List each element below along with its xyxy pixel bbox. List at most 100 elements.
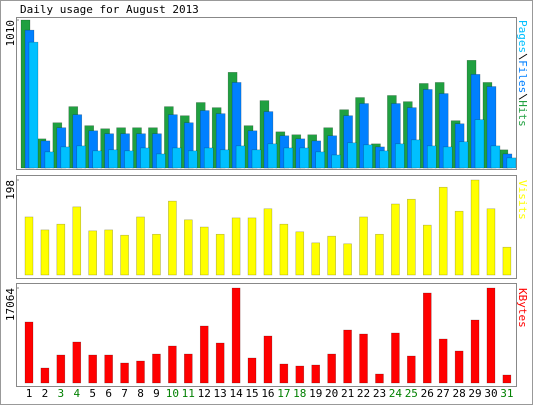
bar [199, 325, 209, 384]
x-tick-label: 10 [166, 387, 179, 400]
x-tick-label: 24 [389, 387, 403, 400]
bar [470, 319, 480, 384]
x-tick-label: 22 [357, 387, 370, 400]
bar [442, 146, 453, 169]
bar [168, 345, 177, 384]
bar [375, 373, 384, 384]
x-tick-label: 11 [182, 387, 195, 400]
bar [315, 151, 325, 169]
bar [454, 350, 464, 384]
x-tick-label: 9 [153, 387, 160, 400]
bar [391, 332, 400, 384]
bar [56, 354, 66, 384]
bar [454, 210, 464, 276]
bar [295, 365, 305, 384]
bar [235, 145, 246, 169]
bar [168, 200, 177, 276]
bar [92, 150, 102, 169]
chart-title: Daily usage for August 2013 [20, 3, 199, 16]
bar [104, 354, 113, 384]
bar [76, 145, 87, 169]
x-tick-label: 20 [325, 387, 338, 400]
bar [423, 292, 432, 384]
x-tick-label: 26 [421, 387, 434, 400]
x-tick-label: 21 [341, 387, 354, 400]
bar [506, 157, 517, 169]
x-tick-label: 25 [405, 387, 418, 400]
bar [203, 147, 214, 169]
bar [411, 139, 421, 169]
bar [44, 151, 55, 169]
x-tick-label: 14 [229, 387, 243, 400]
bar [152, 233, 161, 276]
bar [108, 149, 118, 169]
bar [311, 364, 320, 384]
legend-entry: Pages [516, 20, 529, 53]
x-tick-label: 19 [309, 387, 322, 400]
bar [343, 329, 352, 384]
x-tick-label: 31 [500, 387, 513, 400]
legend-entry: Visits [516, 180, 529, 220]
bar [267, 143, 278, 169]
x-tick-label: 18 [293, 387, 306, 400]
bar [502, 374, 512, 384]
bar [379, 150, 389, 169]
bar [251, 149, 262, 169]
bar [60, 146, 71, 169]
bar [311, 242, 320, 276]
bar [470, 179, 480, 276]
bar [231, 287, 241, 384]
bar [347, 142, 357, 169]
bar [331, 154, 341, 169]
legend-separator [518, 53, 528, 60]
bar [28, 41, 39, 169]
legend-entry: Hits [516, 100, 529, 127]
bar [391, 203, 400, 276]
bar [279, 363, 289, 384]
bar [343, 243, 352, 276]
x-tick-label: 27 [437, 387, 450, 400]
bar [124, 150, 134, 169]
bar [24, 321, 34, 384]
bar [188, 150, 198, 169]
bar [283, 147, 294, 169]
bar [279, 223, 289, 276]
bar [395, 143, 405, 169]
bar [438, 338, 448, 384]
bar [184, 219, 193, 276]
bar [231, 217, 241, 276]
bar [263, 335, 273, 384]
bar [156, 153, 166, 169]
bar [152, 353, 161, 384]
legend-entry: Files [516, 60, 529, 93]
x-tick-label: 29 [468, 387, 481, 400]
bar [24, 216, 34, 276]
legend-entry: KBytes [516, 288, 529, 328]
bar [375, 233, 384, 276]
bar [172, 147, 182, 169]
bar [40, 367, 50, 384]
x-tick-label: 17 [277, 387, 290, 400]
bar [423, 224, 432, 276]
bar [263, 208, 273, 276]
bar [40, 229, 50, 276]
y-tick-label: 198 [4, 180, 17, 200]
x-tick-label: 5 [89, 387, 96, 400]
y-tick-label: 1010 [4, 20, 17, 47]
x-tick-label: 13 [214, 387, 227, 400]
x-tick-label: 4 [73, 387, 80, 400]
x-tick-label: 28 [452, 387, 465, 400]
bar [474, 119, 485, 169]
bar [56, 223, 66, 276]
x-tick-label: 30 [484, 387, 497, 400]
bar [219, 149, 230, 169]
legend-separator [518, 93, 528, 100]
bar [120, 234, 129, 276]
bar [407, 355, 416, 384]
bar [72, 206, 82, 276]
bar [438, 186, 448, 276]
bar [120, 362, 129, 384]
x-tick-label: 16 [261, 387, 274, 400]
bar [407, 198, 416, 276]
bar [184, 353, 193, 384]
